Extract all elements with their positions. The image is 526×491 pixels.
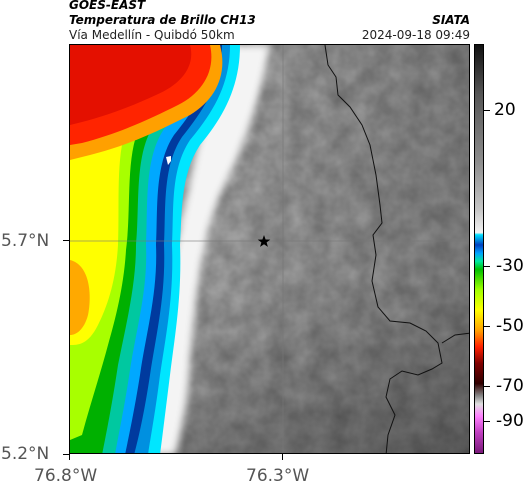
lat-tick-2 — [63, 454, 69, 455]
lat-tick-1 — [63, 240, 69, 241]
route-subtitle: Vía Medellín - Quibdó 50km — [69, 28, 235, 42]
lon-tick-2 — [282, 454, 283, 460]
colorbar-tick-m90 — [484, 421, 490, 422]
product-title: Temperatura de Brillo CH13 — [69, 13, 256, 27]
lon-tick-1 — [69, 454, 70, 460]
colorbar-label-m30: -30 — [496, 256, 524, 276]
brand-label: SIATA — [432, 13, 470, 27]
lat-label-2: 5.2°N — [1, 444, 50, 464]
colorbar-label-m50: -50 — [496, 316, 524, 336]
colorbar — [474, 44, 484, 454]
colorbar-tick-m50 — [484, 326, 490, 327]
colorbar-tick-20 — [484, 110, 490, 111]
lon-label-1: 76.8°W — [34, 466, 98, 486]
colorbar-label-m70: -70 — [496, 376, 524, 396]
star-icon — [257, 235, 271, 247]
colorbar-tick-m70 — [484, 386, 490, 387]
map-image — [70, 45, 469, 453]
lon-label-2: 76.3°W — [246, 466, 310, 486]
colorbar-tick-m30 — [484, 266, 490, 267]
colorbar-label-20: 20 — [494, 100, 516, 120]
timestamp-label: 2024-09-18 09:49 — [361, 28, 470, 42]
colorbar-label-m90: -90 — [496, 411, 524, 431]
satellite-title: GOES-EAST — [69, 0, 146, 12]
lat-label-1: 5.7°N — [1, 231, 50, 251]
map-panel — [69, 44, 470, 454]
